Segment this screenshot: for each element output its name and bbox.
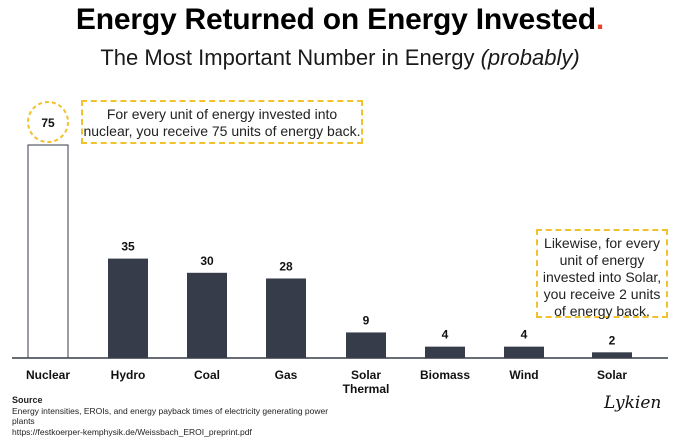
bar-gas <box>266 278 306 358</box>
source-note: Source Energy intensities, EROIs, and en… <box>12 395 332 437</box>
value-label-solar: 2 <box>609 333 616 347</box>
value-label-coal: 30 <box>200 254 214 268</box>
source-label: Source <box>12 395 43 405</box>
value-label-biomass: 4 <box>442 328 449 342</box>
category-label-nuclear: Nuclear <box>26 368 70 382</box>
category-label-biomass: Biomass <box>420 368 470 382</box>
chart-subtitle: The Most Important Number in Energy (pro… <box>100 45 580 70</box>
category-label-gas: Gas <box>275 368 298 382</box>
bar-coal <box>187 272 227 358</box>
category-label-solar-thermal: Solar Thermal <box>343 368 390 396</box>
bar-wind <box>504 346 544 358</box>
value-label-wind: 4 <box>521 328 528 342</box>
source-description: Energy intensities, EROIs, and energy pa… <box>12 405 329 427</box>
category-label-hydro: Hydro <box>111 368 146 382</box>
value-label-gas: 28 <box>279 259 293 273</box>
value-label-hydro: 35 <box>121 240 135 254</box>
bar-solar <box>592 352 632 358</box>
author-signature: Lykien <box>604 393 662 413</box>
value-label-nuclear: 75 <box>41 116 55 130</box>
nuclear-value-highlight-circle <box>27 101 69 143</box>
title-accent-dot: . <box>595 3 605 36</box>
bar-nuclear <box>27 144 69 359</box>
bar-biomass <box>425 346 465 358</box>
category-label-solar: Solar <box>597 368 627 382</box>
chart-title: Energy Returned on Energy Invested. <box>75 3 605 36</box>
nuclear-annotation: For every unit of energy invested into n… <box>81 100 363 144</box>
category-label-coal: Coal <box>194 368 220 382</box>
bar-hydro <box>108 258 148 358</box>
category-label-wind: Wind <box>509 368 538 382</box>
solar-annotation: Likewise, for every unit of energy inves… <box>536 229 668 319</box>
bar-solar-thermal <box>346 332 386 358</box>
source-url: https://festkoerper-kemphysik.de/Weissba… <box>12 426 252 437</box>
value-label-solar-thermal: 9 <box>363 313 370 327</box>
